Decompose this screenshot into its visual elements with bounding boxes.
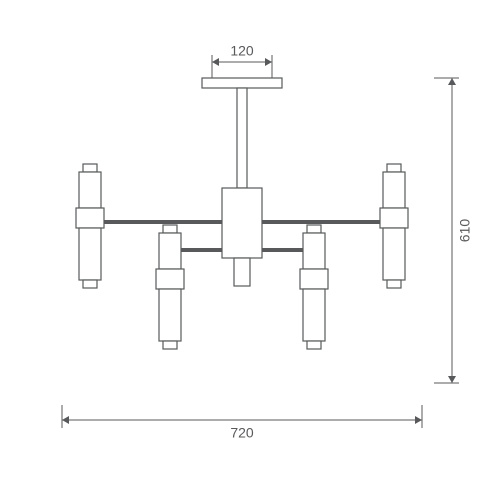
center-block — [222, 188, 262, 258]
stem — [237, 88, 247, 188]
dimension-top: 120 — [212, 43, 272, 78]
dimension-top-label: 120 — [230, 43, 254, 59]
lamp — [156, 225, 184, 349]
center-tail — [234, 258, 250, 286]
lamp — [76, 164, 104, 288]
dimension-right: 610 — [434, 78, 473, 383]
lamp — [380, 164, 408, 288]
ceiling-plate — [202, 78, 282, 88]
dimension-bottom-label: 720 — [230, 425, 254, 441]
dimension-drawing: 120 720 610 — [0, 0, 500, 500]
dimension-bottom: 720 — [62, 405, 422, 441]
light-fixture — [76, 78, 408, 349]
dimension-right-label: 610 — [457, 219, 473, 243]
lamp — [300, 225, 328, 349]
